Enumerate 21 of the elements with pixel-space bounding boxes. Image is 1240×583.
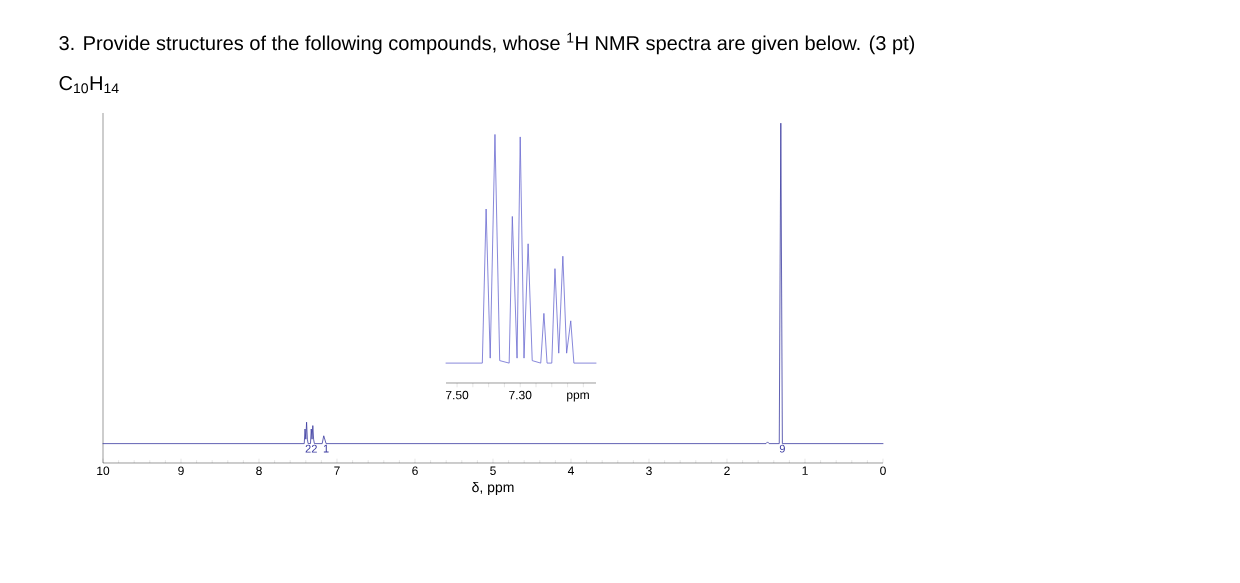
- annotation: 9: [779, 444, 785, 453]
- x-tick-label: 6: [412, 466, 418, 476]
- x-tick-label: 7.30: [509, 390, 532, 400]
- x-tick-label: 2: [724, 466, 730, 475]
- chart-subtitle: C$_{10}$H$_{14}$: [59, 76, 119, 94]
- x-tick-label: 7: [334, 466, 340, 475]
- chart-title: 3. Provide structures of the following compounds, whose $^{1}$H NMR spectra are given below. (3 pt): [59, 32, 915, 55]
- x-tick-label: 1: [802, 466, 808, 475]
- x-axis-title: ppm: [567, 392, 589, 402]
- x-tick-label: 9: [178, 466, 184, 476]
- annotation: 1: [323, 444, 329, 453]
- annotation: 2: [305, 444, 311, 453]
- x-tick-label: 5: [490, 466, 496, 475]
- x-tick-label: 10: [97, 466, 110, 476]
- annotation: 2: [311, 444, 317, 453]
- x-tick-label: 8: [256, 466, 262, 476]
- x-tick-label: 7.50: [445, 390, 469, 400]
- x-tick-label: 3: [646, 466, 652, 476]
- x-axis-title: δ, ppm: [472, 481, 514, 495]
- x-tick-label: 0: [880, 466, 886, 476]
- x-tick-label: 4: [567, 466, 574, 475]
